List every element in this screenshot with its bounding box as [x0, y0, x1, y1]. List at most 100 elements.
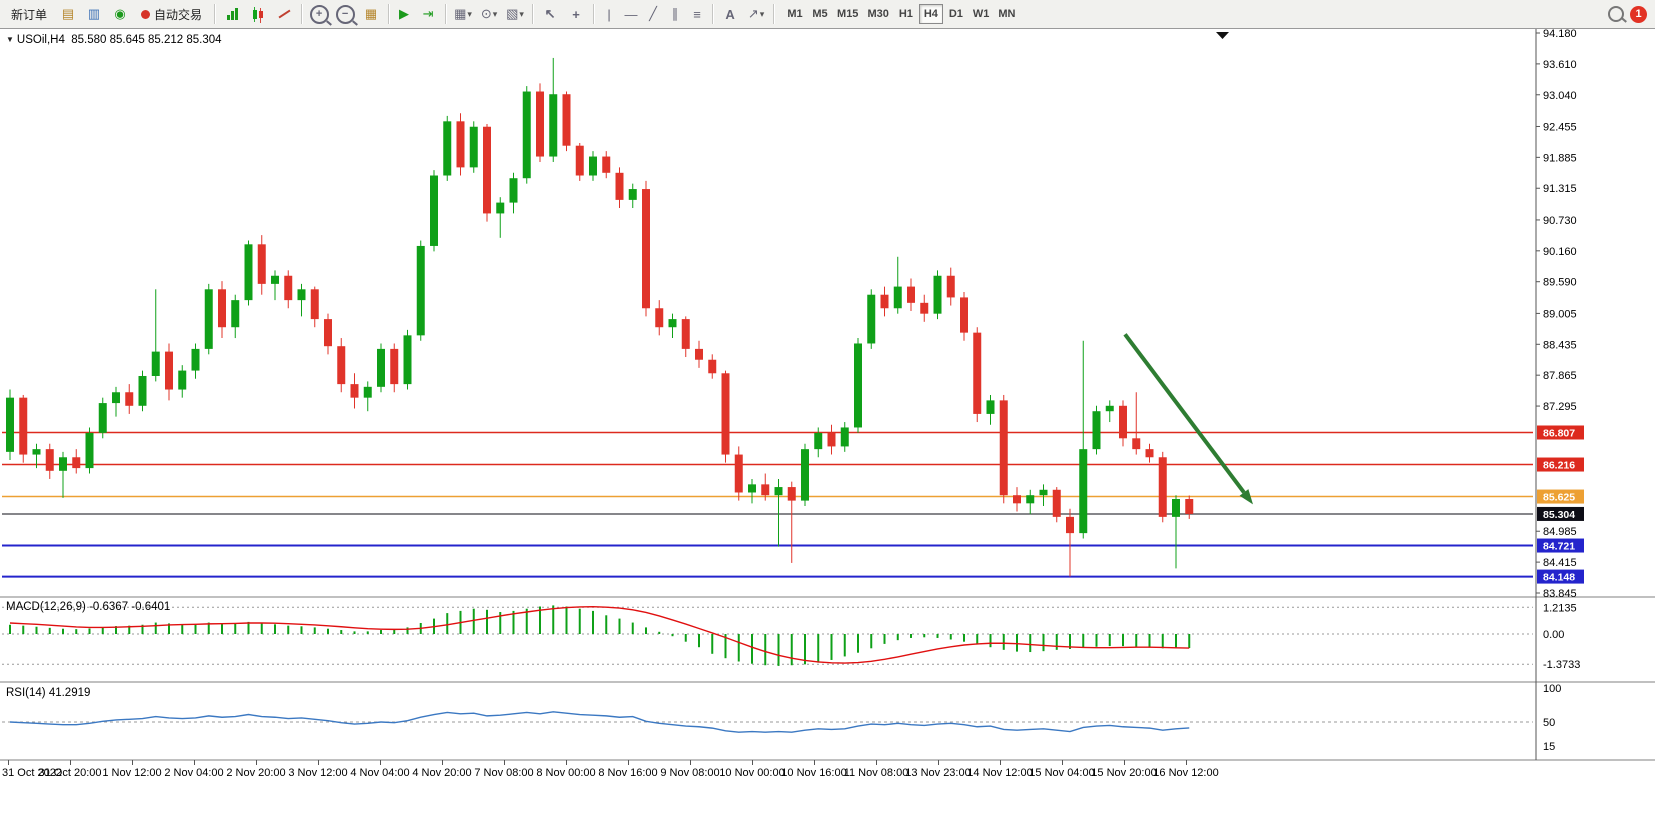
timeframe-H4[interactable]: H4: [918, 4, 943, 24]
charts-icon[interactable]: ▤: [61, 6, 75, 21]
timeframe-M15[interactable]: M15: [833, 4, 862, 24]
cursor-icon[interactable]: ↖: [544, 6, 556, 21]
timeframe-M30[interactable]: M30: [863, 4, 892, 24]
scroll-position-marker[interactable]: [1216, 32, 1229, 39]
candle: [443, 121, 452, 176]
timeframe-M1[interactable]: M1: [783, 4, 807, 24]
candle: [1105, 405, 1114, 412]
candle: [6, 397, 14, 452]
timeframe-group: M1 M5 M15 M30 H1 H4 D1 W1 MN: [783, 4, 1019, 24]
crosshair-icon[interactable]: +: [572, 6, 580, 22]
zoom-in-icon[interactable]: +: [307, 2, 331, 26]
candle: [708, 359, 717, 374]
candlestick-chart-icon[interactable]: [246, 2, 270, 26]
bar-chart-icon[interactable]: [220, 2, 244, 26]
time-axis-label: 16 Nov 12:00: [1153, 767, 1218, 779]
autotrading-label: 自动交易: [154, 7, 203, 22]
price-axis[interactable]: 94.180 93.610 93.040 92.455 91.885 91.315 90.7…: [1536, 29, 1584, 600]
price-axis-label: 91.315: [1543, 183, 1577, 195]
time-axis-label: 2 Nov 04:00: [164, 767, 223, 779]
price-badge-label: 84.148: [1543, 572, 1575, 584]
toolbar-divider: [773, 4, 775, 24]
candle: [416, 245, 425, 336]
chevron-down-icon: ▾: [467, 8, 472, 19]
candle: [814, 432, 823, 450]
candle: [178, 370, 187, 390]
candle: [575, 145, 584, 176]
candle: [19, 397, 28, 455]
price-axis-label: 83.845: [1543, 588, 1577, 600]
macd-pane[interactable]: 1.2135 0.00 -1.3733: [2, 602, 1580, 671]
period-dropdown[interactable]: ⊙ ▾: [477, 2, 501, 26]
new-order-button[interactable]: 新订单: [4, 3, 54, 25]
trendline-tool-icon[interactable]: ╱: [649, 6, 657, 21]
candle: [377, 348, 385, 387]
fibonacci-tool-icon[interactable]: ≡: [693, 6, 701, 22]
candle: [1079, 449, 1088, 534]
candle: [244, 244, 253, 301]
horizontal-line-tool-icon[interactable]: —: [624, 6, 638, 22]
candle: [589, 156, 597, 176]
rsi-axis-label: 100: [1543, 683, 1561, 695]
candle: [880, 294, 889, 309]
candle: [840, 427, 849, 447]
toolbar-divider: [712, 4, 714, 24]
price-axis-label: 89.590: [1543, 277, 1577, 289]
timeframe-D1[interactable]: D1: [944, 4, 968, 24]
timeframe-W1[interactable]: W1: [969, 4, 994, 24]
timeframe-M5[interactable]: M5: [808, 4, 832, 24]
price-axis-label: 88.435: [1543, 339, 1577, 351]
price-axis-label: 84.985: [1543, 526, 1577, 538]
search-icon[interactable]: [1604, 2, 1628, 26]
template-dropdown[interactable]: ▧ ▾: [503, 2, 527, 26]
toolbar-divider: [388, 4, 390, 24]
zoom-out-icon[interactable]: −: [333, 2, 357, 26]
notification-badge[interactable]: 1: [1630, 5, 1647, 23]
arrows-tool-dropdown[interactable]: ↗ ▾: [744, 2, 768, 26]
chart-shift-icon[interactable]: ⇥: [422, 6, 434, 21]
autotrading-button[interactable]: 自动交易: [134, 3, 209, 25]
rsi-axis-label: 50: [1543, 717, 1555, 729]
channel-tool-icon[interactable]: ∥: [671, 6, 679, 21]
price-badge: [1537, 506, 1584, 521]
candle: [1119, 405, 1127, 439]
new-window-dropdown[interactable]: ▦ ▾: [451, 2, 475, 26]
main-pane[interactable]: [2, 32, 1533, 578]
candle: [615, 172, 624, 200]
price-chart[interactable]: 94.180 93.610 93.040 92.455 91.885 91.315 90.7…: [0, 29, 1655, 829]
candle: [960, 297, 968, 333]
candle: [1039, 489, 1048, 496]
toolbar-divider: [214, 4, 216, 24]
candle: [112, 392, 120, 404]
timeframe-H1[interactable]: H1: [894, 4, 918, 24]
candle: [204, 289, 213, 349]
timeframe-MN[interactable]: MN: [994, 4, 1019, 24]
candle: [297, 289, 306, 301]
time-axis-label: 8 Nov 00:00: [536, 767, 595, 779]
line-chart-icon[interactable]: [272, 2, 296, 26]
candle: [761, 484, 770, 496]
market-watch-icon[interactable]: ▥: [87, 6, 101, 21]
candle: [1145, 449, 1154, 458]
chart-area[interactable]: 94.180 93.610 93.040 92.455 91.885 91.315 90.7…: [0, 29, 1655, 829]
candle: [1158, 457, 1167, 517]
navigator-icon[interactable]: ◉: [114, 6, 126, 21]
auto-scroll-icon[interactable]: ▶: [399, 6, 410, 21]
trend-arrow[interactable]: [1123, 333, 1246, 494]
time-axis-label: 8 Nov 16:00: [598, 767, 657, 779]
price-axis-label: 90.730: [1543, 215, 1577, 227]
candle: [933, 275, 942, 314]
candle: [337, 346, 346, 385]
rsi-pane[interactable]: 100 50 15: [2, 683, 1561, 753]
candle: [191, 348, 200, 371]
time-axis-label: 1 Nov 12:00: [102, 767, 161, 779]
vertical-line-tool-icon[interactable]: |: [607, 6, 611, 22]
chevron-down-icon: ▾: [519, 8, 524, 19]
grid-icon[interactable]: ▦: [364, 6, 378, 21]
price-axis-label: 87.865: [1543, 370, 1577, 382]
candle: [98, 403, 107, 433]
candle: [748, 484, 756, 493]
time-axis-label: 15 Nov 20:00: [1091, 767, 1156, 779]
text-tool-icon[interactable]: A: [725, 6, 735, 22]
